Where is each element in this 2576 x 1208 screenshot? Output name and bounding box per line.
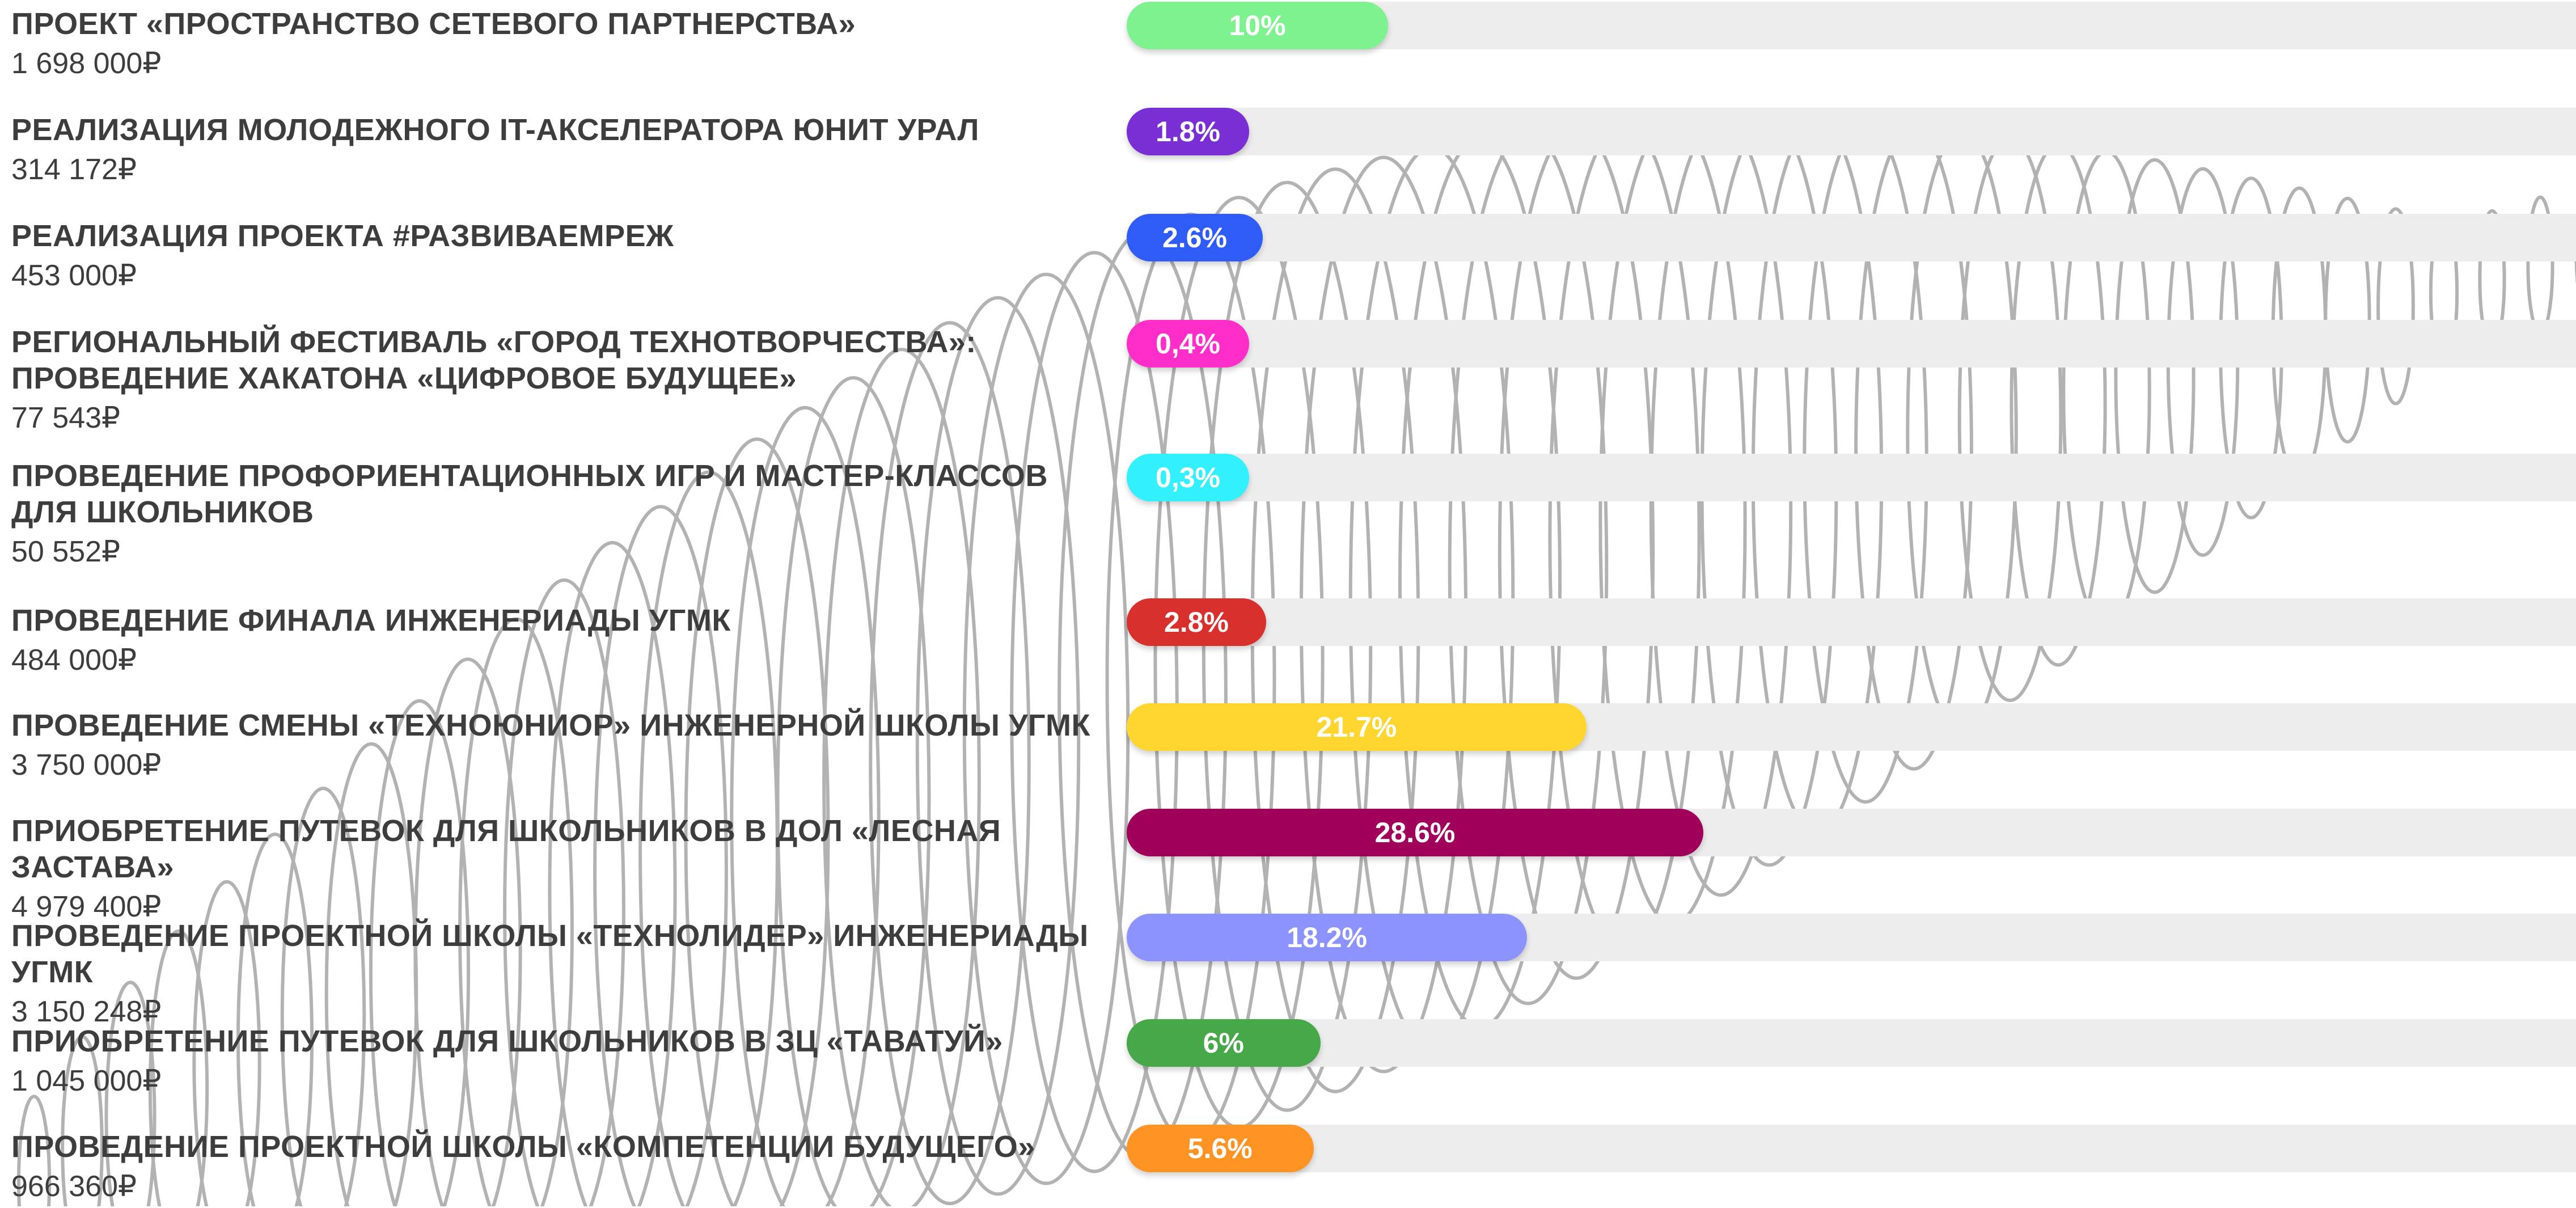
bar-fill bbox=[1127, 703, 1587, 751]
bar-track bbox=[1127, 1019, 2576, 1067]
row-label: ПРОВЕДЕНИЕ СМЕНЫ «ТЕХНОЮНИОР» ИНЖЕНЕРНОЙ… bbox=[11, 707, 1123, 787]
bar-percent-label: 0,3% bbox=[1156, 462, 1220, 493]
bar-track bbox=[1127, 108, 2576, 155]
bar-track bbox=[1127, 320, 2576, 368]
mesh-ring bbox=[61, 1035, 104, 1206]
row-title: ПРИОБРЕТЕНИЕ ПУТЕВОК ДЛЯ ШКОЛЬНИКОВ В ЗЦ… bbox=[11, 1024, 1003, 1058]
bar-fill bbox=[1127, 214, 1263, 261]
row-amount: 1 698 000₽ bbox=[11, 47, 162, 80]
mesh-ring bbox=[915, 296, 1081, 1196]
mesh-ring bbox=[1202, 180, 1373, 1112]
bar-fill bbox=[1127, 809, 1703, 856]
row-title: РЕГИОНАЛЬНЫЙ ФЕСТИВАЛЬ «ГОРОД ТЕХНОТВОРЧ… bbox=[11, 325, 976, 395]
row-amount: 966 360₽ bbox=[11, 1170, 137, 1203]
row-title: ПРОВЕДЕНИЕ СМЕНЫ «ТЕХНОЮНИОР» ИНЖЕНЕРНОЙ… bbox=[11, 708, 1090, 742]
row-label: РЕАЛИЗАЦИЯ ПРОЕКТА #РАЗВИВАЕМРЕЖ 453 000₽ bbox=[11, 218, 1123, 297]
bar-track bbox=[1127, 598, 2576, 646]
mesh-ring bbox=[192, 880, 261, 1206]
mesh-ring bbox=[280, 787, 366, 1206]
bar-fill bbox=[1127, 320, 1249, 368]
row-label: ПРОЕКТ «ПРОСТРАНСТВО СЕТЕВОГО ПАРТНЕРСТВ… bbox=[11, 6, 1123, 85]
bar-percent-label: 21.7% bbox=[1316, 711, 1397, 743]
mesh-ring bbox=[548, 541, 677, 1206]
row-amount: 314 172₽ bbox=[11, 153, 137, 186]
row-amount: 1 045 000₽ bbox=[11, 1065, 162, 1097]
mesh-ring bbox=[2376, 207, 2415, 406]
row-amount: 50 552₽ bbox=[11, 535, 121, 568]
row-amount: 4 979 400₽ bbox=[11, 890, 162, 923]
mesh-ring bbox=[369, 699, 471, 1206]
row-label: ПРОВЕДЕНИЕ ПРОЕКТНОЙ ШКОЛЫ «ТЕХНОЛИДЕР» … bbox=[11, 918, 1123, 1033]
bar-percent-label: 2.6% bbox=[1162, 222, 1227, 254]
bar-percent-label: 28.6% bbox=[1374, 817, 1456, 848]
bar-fill bbox=[1127, 2, 1389, 49]
mesh-ring bbox=[776, 376, 931, 1206]
mesh-ring bbox=[458, 617, 574, 1206]
bar-track bbox=[1127, 1125, 2576, 1172]
mesh-ring bbox=[503, 578, 625, 1206]
row-label: ПРИОБРЕТЕНИЕ ПУТЕВОК ДЛЯ ШКОЛЬНИКОВ В ЗЦ… bbox=[11, 1023, 1123, 1103]
row-amount: 3 150 248₽ bbox=[11, 995, 162, 1028]
mesh-ring bbox=[593, 505, 728, 1206]
bar-percent-label: 0,4% bbox=[1156, 328, 1220, 360]
row-title: РЕАЛИЗАЦИЯ МОЛОДЕЖНОГО IT-АКСЕЛЕРАТОРА Ю… bbox=[11, 113, 979, 147]
bar-fill bbox=[1127, 454, 1249, 501]
bar-percent-label: 10% bbox=[1229, 10, 1286, 41]
row-amount: 77 543₽ bbox=[11, 402, 121, 434]
row-label: РЕГИОНАЛЬНЫЙ ФЕСТИВАЛЬ «ГОРОД ТЕХНОТВОРЧ… bbox=[11, 324, 1123, 440]
bar-fill bbox=[1127, 914, 1528, 961]
mesh-ring bbox=[16, 1095, 52, 1206]
bar-fill bbox=[1127, 598, 1266, 646]
mesh-ring bbox=[413, 657, 522, 1206]
row-label: ПРОВЕДЕНИЕ ФИНАЛА ИНЖЕНЕРИАДЫ УГМК 484 00… bbox=[11, 602, 1123, 682]
row-label: ПРОВЕДЕНИЕ ПРОЕКТНОЙ ШКОЛЫ «КОМПЕТЕНЦИИ … bbox=[11, 1129, 1123, 1208]
bar-fill bbox=[1127, 1019, 1321, 1067]
bar-percent-label: 1.8% bbox=[1156, 116, 1220, 147]
row-amount: 3 750 000₽ bbox=[11, 749, 162, 782]
bar-percent-label: 5.6% bbox=[1187, 1133, 1253, 1164]
bar-percent-label: 2.8% bbox=[1164, 606, 1229, 638]
row-title: ПРОВЕДЕНИЕ ПРОЕКТНОЙ ШКОЛЫ «КОМПЕТЕНЦИИ … bbox=[11, 1130, 1035, 1164]
bar-fill bbox=[1127, 108, 1249, 155]
row-title: ПРОВЕДЕНИЕ ФИНАЛА ИНЖЕНЕРИАДЫ УГМК bbox=[11, 603, 731, 637]
mesh-ring bbox=[2114, 158, 2196, 594]
row-label: ПРОВЕДЕНИЕ ПРОФОРИЕНТАЦИОННЫХ ИГР И МАСТ… bbox=[11, 458, 1123, 573]
row-amount: 484 000₽ bbox=[11, 644, 137, 677]
row-title: ПРОВЕДЕНИЕ ПРОЕКТНОЙ ШКОЛЫ «ТЕХНОЛИДЕР» … bbox=[11, 919, 1089, 989]
mesh-ring bbox=[236, 833, 314, 1206]
bar-percent-label: 18.2% bbox=[1287, 922, 1367, 953]
row-amount: 453 000₽ bbox=[11, 259, 137, 292]
mesh-ring bbox=[148, 929, 209, 1206]
row-title: РЕАЛИЗАЦИЯ ПРОЕКТА #РАЗВИВАЕМРЕЖ bbox=[11, 219, 674, 253]
mesh-ring bbox=[730, 406, 881, 1206]
bar-track bbox=[1127, 454, 2576, 501]
mesh-ring bbox=[104, 981, 156, 1206]
row-title: ПРОЕКТ «ПРОСТРАНСТВО СЕТЕВОГО ПАРТНЕРСТВ… bbox=[11, 7, 856, 41]
mesh-ring bbox=[822, 348, 981, 1206]
bar-percent-label: 6% bbox=[1203, 1027, 1244, 1059]
bar-fill bbox=[1127, 1125, 1314, 1172]
row-title: ПРОВЕДЕНИЕ ПРОФОРИЕНТАЦИОННЫХ ИГР И МАСТ… bbox=[11, 459, 1048, 529]
row-label: РЕАЛИЗАЦИЯ МОЛОДЕЖНОГО IT-АКСЕЛЕРАТОРА Ю… bbox=[11, 112, 1123, 191]
row-title: ПРИОБРЕТЕНИЕ ПУТЕВОК ДЛЯ ШКОЛЬНИКОВ В ДО… bbox=[11, 814, 1001, 884]
row-label: ПРИОБРЕТЕНИЕ ПУТЕВОК ДЛЯ ШКОЛЬНИКОВ В ДО… bbox=[11, 813, 1123, 928]
mesh-ring bbox=[869, 321, 1031, 1206]
bar-track bbox=[1127, 214, 2576, 261]
mesh-ring bbox=[684, 437, 830, 1206]
